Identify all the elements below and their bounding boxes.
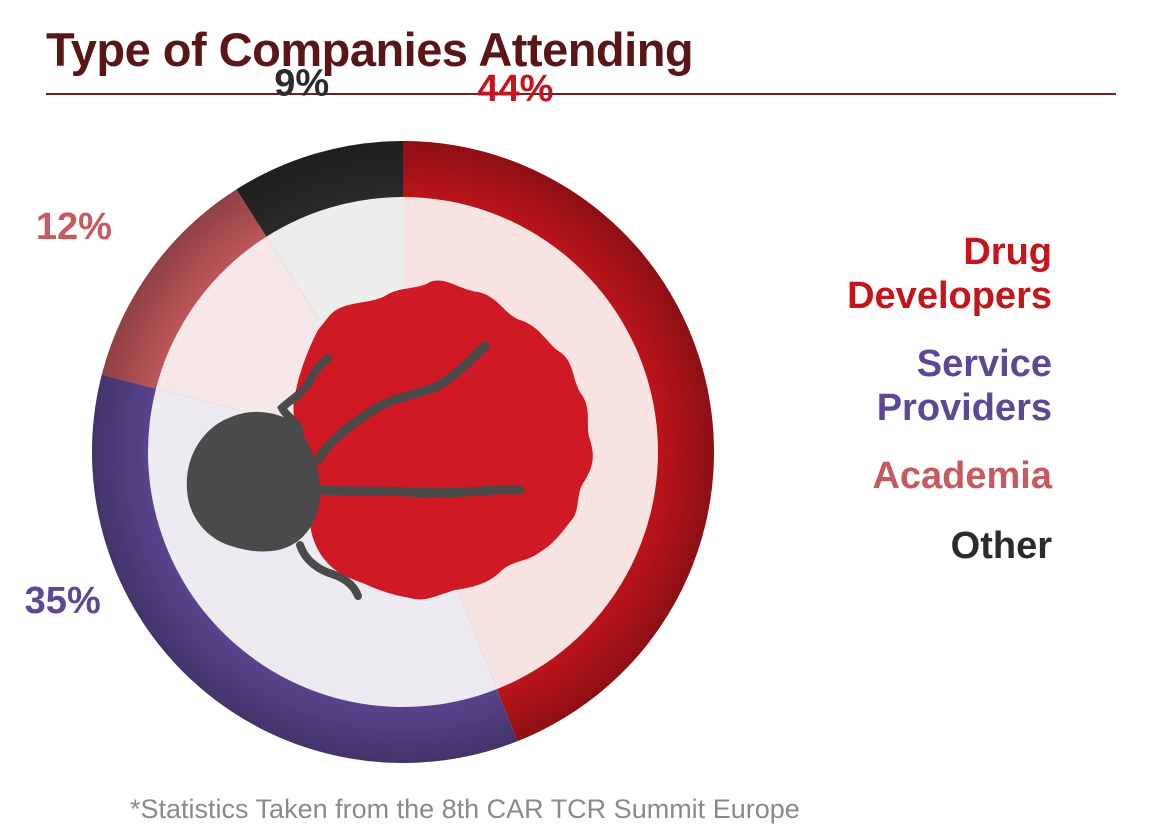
legend-label: Providers — [876, 387, 1052, 429]
footnote: *Statistics Taken from the 8th CAR TCR S… — [130, 794, 800, 824]
legend-label: Service — [916, 343, 1052, 385]
chart-title: Type of Companies Attending — [46, 23, 694, 76]
cell-body-icon — [293, 280, 593, 600]
percent-label-academia: 12% — [36, 206, 112, 248]
cell-illustration-icon — [186, 280, 593, 600]
percent-labels: 44% 35% 12% 9% — [25, 63, 554, 622]
title-divider — [46, 93, 1116, 95]
dendrite-upper-icon — [313, 341, 490, 465]
legend-entry-service-providers: Service Providers — [847, 342, 1052, 430]
legend-label: Developers — [847, 275, 1052, 317]
legend-entry-other: Other — [847, 524, 1052, 568]
legend-entry-academia: Academia — [847, 454, 1052, 498]
legend: Drug Developers Service Providers Academ… — [847, 230, 1052, 594]
percent-label-drug-developers: 44% — [477, 68, 553, 110]
legend-label: Other — [950, 525, 1052, 567]
cell-nucleus-icon — [186, 411, 320, 552]
dendrite-bottom-icon — [296, 541, 362, 600]
dendrite-left-icon — [277, 354, 332, 434]
dendrite-lower-icon — [315, 485, 525, 498]
legend-label: Drug — [963, 231, 1052, 273]
legend-label: Academia — [872, 455, 1052, 497]
legend-entry-drug-developers: Drug Developers — [847, 230, 1052, 318]
percent-label-other: 9% — [274, 63, 329, 105]
percent-label-service-providers: 35% — [25, 580, 101, 622]
